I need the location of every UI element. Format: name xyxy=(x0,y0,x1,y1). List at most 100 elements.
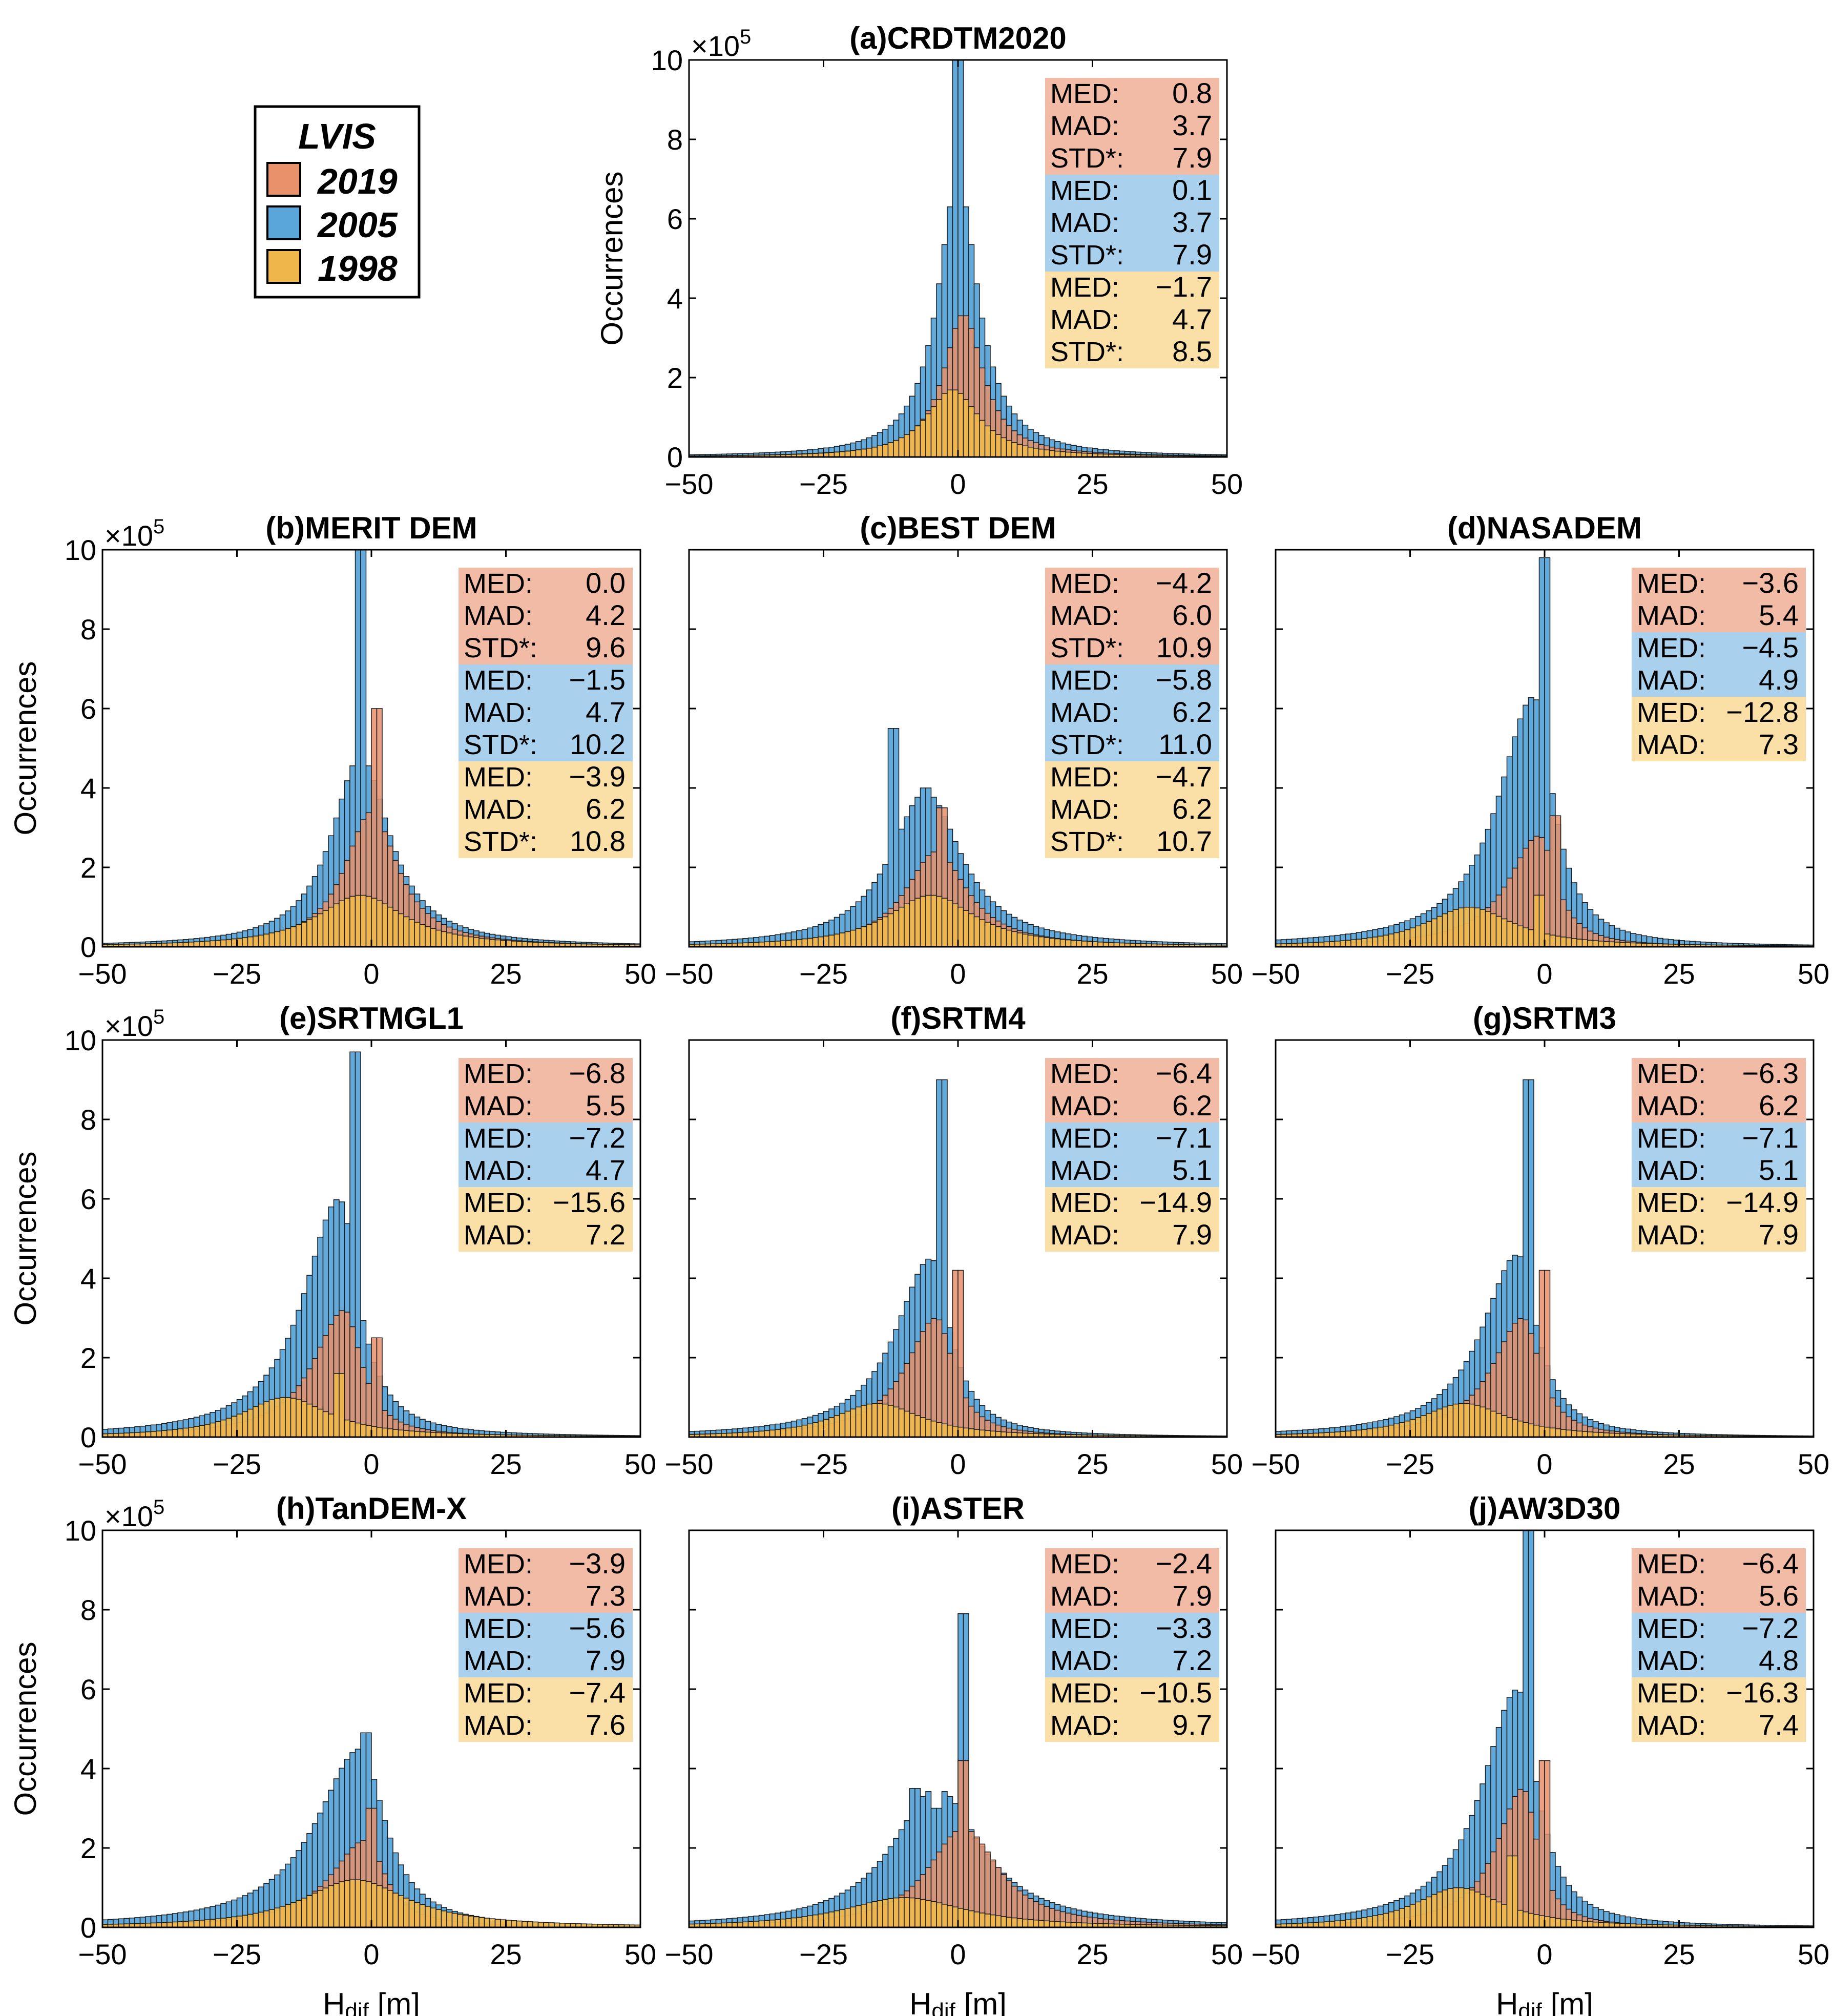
x-tick-label: −25 xyxy=(213,1448,261,1480)
bar-1998 xyxy=(1528,1913,1534,1928)
bar-1998 xyxy=(1044,1920,1050,1928)
panel-5: −50 −25 0 25 50 (f)SRTM4 MED: −6.4 MAD: 6.2 MED: −7… xyxy=(665,1001,1243,1480)
bar-1998 xyxy=(957,906,964,947)
stat-value: −3.9 xyxy=(569,1547,626,1579)
bar-1998 xyxy=(990,430,996,458)
bar-1998 xyxy=(775,941,781,947)
bar-1998 xyxy=(796,939,803,947)
bar-1998 xyxy=(1566,937,1572,947)
stat-value: 7.2 xyxy=(1172,1644,1212,1676)
bar-1998 xyxy=(871,446,878,458)
y-axis-label: Occurrences xyxy=(8,661,43,835)
bar-2019 xyxy=(1538,1760,1545,1928)
bar-1998 xyxy=(1490,1410,1497,1438)
bar-1998 xyxy=(1054,1921,1061,1928)
bar-1998 xyxy=(984,922,991,947)
bar-1998 xyxy=(1033,936,1039,947)
bar-1998 xyxy=(451,1913,458,1928)
bar-1998 xyxy=(1022,445,1029,458)
stat-value: 6.2 xyxy=(1172,696,1212,728)
bar-1998 xyxy=(1426,1896,1432,1928)
bar-1998 xyxy=(376,1885,383,1928)
stat-label: MED: xyxy=(1637,1188,1706,1218)
stat-label: MED: xyxy=(1637,568,1706,599)
bar-1998 xyxy=(1383,1426,1389,1438)
x-tick-label: 25 xyxy=(490,958,522,990)
bar-1998 xyxy=(1571,1920,1577,1928)
stat-value: −16.3 xyxy=(1726,1676,1799,1709)
bar-1998 xyxy=(844,1908,851,1928)
bar-1998 xyxy=(764,1430,770,1438)
bar-1998 xyxy=(898,437,905,458)
bar-1998 xyxy=(220,1419,227,1438)
y-tick-label: 2 xyxy=(80,1342,96,1374)
bar-1998 xyxy=(1447,911,1454,947)
y-tick-label: 4 xyxy=(80,772,96,804)
bar-1998 xyxy=(532,1921,539,1928)
bar-1998 xyxy=(1027,934,1034,947)
bar-1998 xyxy=(1442,1889,1448,1928)
bar-1998 xyxy=(1469,906,1475,947)
x-tick-label: 0 xyxy=(950,958,966,990)
bar-1998 xyxy=(844,931,851,947)
bar-1998 xyxy=(747,1431,754,1438)
stats-box-1998 xyxy=(1632,697,1806,761)
bar-1998 xyxy=(462,936,469,947)
bar-1998 xyxy=(920,1417,926,1438)
stat-label: MED: xyxy=(1050,175,1119,206)
stat-value: 5.5 xyxy=(586,1089,626,1121)
bar-1998 xyxy=(489,939,496,947)
stat-label: MED: xyxy=(1050,568,1119,599)
stat-value: 7.9 xyxy=(1172,1218,1212,1251)
y-tick-label: 10 xyxy=(65,1024,96,1056)
x-tick-label: −25 xyxy=(1386,1448,1434,1480)
stat-label: MAD: xyxy=(464,697,533,728)
bar-1998 xyxy=(1485,1408,1491,1438)
bar-1998 xyxy=(215,1918,221,1928)
bar-1998 xyxy=(500,940,507,947)
bar-2019 xyxy=(957,1270,964,1438)
bar-1998 xyxy=(188,1920,195,1928)
bar-1998 xyxy=(177,1921,184,1928)
x-axis-label: Hdif [m] xyxy=(1496,1987,1593,2016)
bar-1998 xyxy=(882,1403,889,1438)
bar-1998 xyxy=(1087,941,1093,947)
bar-1998 xyxy=(1533,1424,1540,1438)
bar-1998 xyxy=(382,1427,388,1438)
y-tick-label: 4 xyxy=(667,282,683,315)
bar-1998 xyxy=(1054,450,1061,458)
bar-1998 xyxy=(403,1430,410,1438)
y-tick-label: 4 xyxy=(80,1753,96,1785)
stat-value: 6.2 xyxy=(586,793,626,825)
bar-1998 xyxy=(290,1398,297,1438)
bar-1998 xyxy=(855,1905,862,1928)
stats-box-2019 xyxy=(1632,1058,1806,1123)
bar-1998 xyxy=(957,1426,964,1438)
stat-value: 3.7 xyxy=(1172,109,1212,141)
stat-value: 5.1 xyxy=(1172,1154,1212,1186)
x-tick-label: −50 xyxy=(1252,958,1300,990)
bar-1998 xyxy=(920,1899,926,1928)
bar-2019 xyxy=(1523,1319,1529,1438)
stat-label: STD*: xyxy=(1050,143,1124,174)
bar-1998 xyxy=(177,1428,184,1438)
bar-1998 xyxy=(930,895,937,947)
stat-label: MAD: xyxy=(464,1646,533,1676)
bar-1998 xyxy=(904,903,910,947)
bar-1998 xyxy=(371,898,378,947)
bar-1998 xyxy=(1323,1921,1330,1928)
bar-1998 xyxy=(1001,437,1007,458)
bar-1998 xyxy=(268,1909,275,1928)
bar-1998 xyxy=(828,1417,835,1438)
bar-1998 xyxy=(311,1893,318,1928)
bar-1998 xyxy=(1463,906,1470,947)
bar-1998 xyxy=(247,1408,254,1438)
stat-label: STD*: xyxy=(1050,730,1124,760)
bar-1998 xyxy=(1399,1908,1405,1928)
bar-1998 xyxy=(893,1897,900,1928)
stat-label: MAD: xyxy=(464,1091,533,1121)
x-tick-label: 50 xyxy=(1798,1448,1829,1480)
stat-label: MED: xyxy=(1050,1123,1119,1154)
bar-1998 xyxy=(1474,1405,1481,1438)
bar-1998 xyxy=(478,938,485,947)
